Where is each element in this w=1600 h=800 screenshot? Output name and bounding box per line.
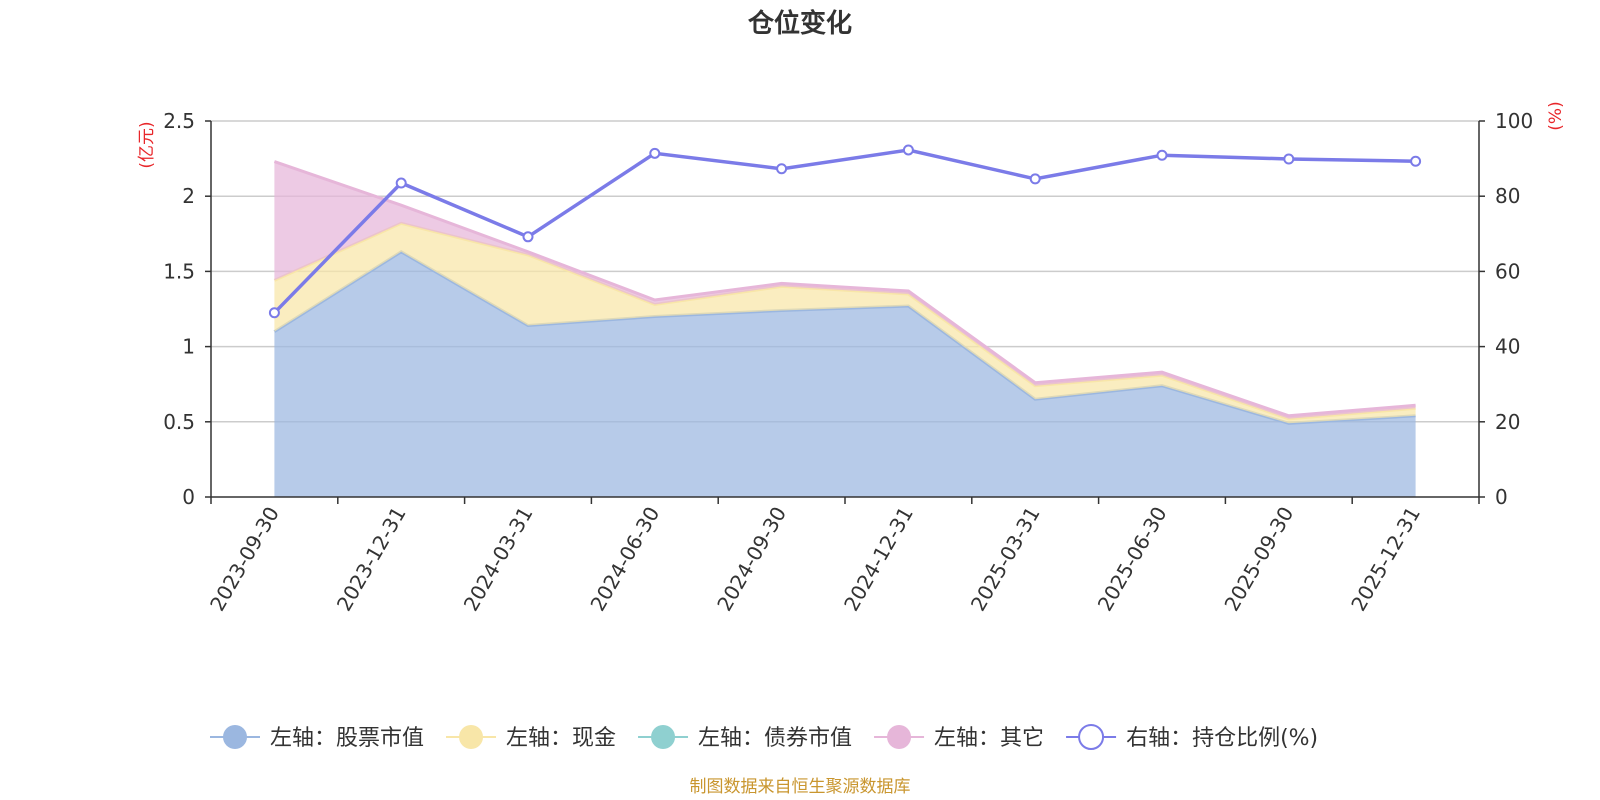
x-axis-tick-label: 2025-06-30 (1093, 503, 1172, 616)
right-axis-tick-label: 40 (1495, 335, 1520, 359)
ratio-point (1156, 149, 1168, 161)
area-edge-左轴：其它 (273, 160, 1416, 418)
x-axis-tick-label: 2025-03-31 (966, 503, 1045, 616)
ratio-point (1283, 153, 1295, 165)
left-axis-tick-label: 2 (182, 184, 195, 208)
left-axis-tick-label: 0.5 (163, 410, 195, 434)
ratio-point (776, 163, 788, 175)
legend-label: 右轴：持仓比例(%) (1126, 726, 1318, 751)
legend-label: 左轴：其它 (934, 726, 1044, 751)
x-axis-tick-label: 2023-12-31 (332, 503, 411, 616)
legend-item: 左轴：其它 (874, 725, 1044, 751)
right-axis-tick-label: 100 (1495, 109, 1533, 133)
ratio-point (268, 307, 280, 319)
left-axis-tick-label: 2.5 (163, 109, 195, 133)
legend-label: 左轴：股票市值 (270, 726, 424, 751)
x-axis-tick-label: 2025-12-31 (1346, 503, 1425, 616)
area-左轴：股票市值 (274, 251, 1416, 497)
legend-item: 右轴：持仓比例(%) (1066, 724, 1318, 751)
left-axis-tick-label: 1 (182, 335, 195, 359)
right-axis-unit: (%) (1546, 101, 1566, 130)
data-source-note: 制图数据来自恒生聚源数据库 (690, 777, 911, 797)
chart-title: 仓位变化 (747, 8, 852, 39)
x-axis-tick-label: 2024-03-31 (459, 503, 538, 616)
right-axis-tick-label: 80 (1495, 184, 1520, 208)
legend-item: 左轴：现金 (446, 725, 616, 751)
area-左轴：现金 (274, 223, 1416, 424)
legend-label: 左轴：债券市值 (698, 726, 852, 751)
ratio-point (395, 177, 407, 189)
x-axis-tick-label: 2025-09-30 (1219, 503, 1298, 616)
legend-marker (651, 725, 676, 749)
x-axis-tick-label: 2024-12-31 (839, 503, 918, 616)
x-axis-tick-label: 2024-06-30 (585, 503, 664, 616)
right-axis-tick-label: 20 (1495, 410, 1520, 434)
stacked-areas (273, 160, 1416, 497)
ratio-point (522, 231, 534, 243)
legend-label: 左轴：现金 (506, 726, 616, 751)
right-axis-tick-label: 0 (1495, 485, 1508, 509)
legend-marker (459, 725, 484, 749)
left-axis-unit: (亿元) (137, 121, 157, 168)
ratio-point (902, 144, 914, 156)
x-axis-tick-label: 2023-09-30 (205, 503, 284, 616)
legend-item: 左轴：股票市值 (210, 725, 424, 751)
x-axis-tick-label: 2024-09-30 (712, 503, 791, 616)
right-axis-tick-label: 60 (1495, 259, 1520, 283)
legend-item: 左轴：债券市值 (638, 725, 852, 751)
ratio-point (649, 147, 661, 159)
legend: 左轴：股票市值 左轴：现金 左轴：债券市值 左轴：其它 右轴：持仓比例(%) (210, 724, 1318, 751)
ratio-point (1410, 155, 1422, 167)
legend-marker (223, 725, 247, 749)
left-axis-tick-label: 1.5 (163, 259, 195, 283)
ratio-line (268, 144, 1422, 319)
left-axis-tick-label: 0 (182, 485, 195, 509)
ratio-line-path (273, 148, 1416, 315)
legend-marker (1078, 724, 1105, 750)
ratio-point (1029, 173, 1041, 185)
legend-marker (887, 725, 912, 749)
